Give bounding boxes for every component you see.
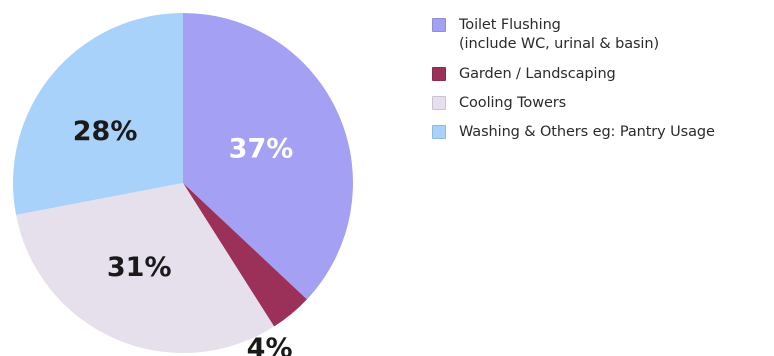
pie-chart-plot: 37% 4% 31% 28% bbox=[12, 13, 353, 356]
legend-label-garden-landscaping: Garden / Landscaping bbox=[459, 66, 616, 82]
legend-swatch-garden-landscaping bbox=[432, 67, 446, 81]
pie-slice-labels: 37% 4% 31% 28% bbox=[73, 116, 294, 356]
legend-swatch-toilet-flushing bbox=[432, 18, 446, 32]
pie-slice-garden-landscaping bbox=[183, 183, 307, 327]
slice-label-cooling-towers: 31% bbox=[107, 252, 172, 283]
slice-label-washing-others-eg-pantry-usage: 28% bbox=[73, 116, 138, 147]
pie-slices bbox=[12, 13, 353, 354]
legend-swatch-washing-others bbox=[432, 125, 446, 139]
legend-label-washing-others: Washing & Others eg: Pantry Usage bbox=[459, 124, 715, 140]
pie-slice-washing-others-eg-pantry-usage bbox=[12, 13, 184, 215]
legend-label-toilet-flushing: Toilet Flushing (include WC, urinal & ba… bbox=[459, 17, 660, 52]
legend-item-toilet-flushing: Toilet Flushing (include WC, urinal & ba… bbox=[432, 16, 767, 54]
slice-label-toilet-flushing: 37% bbox=[229, 134, 294, 165]
legend-item-washing-others: Washing & Others eg: Pantry Usage bbox=[432, 123, 767, 142]
pie-slice-cooling-towers bbox=[16, 183, 275, 354]
pie-slice-toilet-flushing bbox=[183, 13, 353, 300]
chart-legend: Toilet Flushing (include WC, urinal & ba… bbox=[432, 16, 767, 152]
legend-item-cooling-towers: Cooling Towers bbox=[432, 94, 767, 113]
legend-label-cooling-towers: Cooling Towers bbox=[459, 95, 567, 111]
legend-swatch-cooling-towers bbox=[432, 96, 446, 110]
legend-item-garden-landscaping: Garden / Landscaping bbox=[432, 65, 767, 84]
slice-label-garden-landscaping: 4% bbox=[247, 333, 293, 356]
